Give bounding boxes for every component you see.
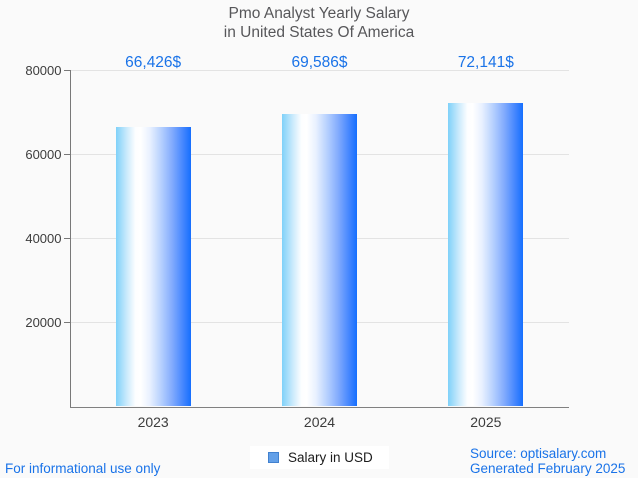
bar-2023[interactable] — [115, 127, 191, 407]
y-tick-20000 — [63, 322, 70, 324]
bar-2025[interactable] — [448, 103, 524, 407]
value-label-2025: 72,141$ — [457, 54, 514, 71]
legend-swatch-icon — [268, 452, 279, 463]
source-block: Source: optisalary.com Generated Februar… — [470, 446, 626, 476]
generated-text: Generated February 2025 — [470, 460, 626, 476]
y-axis-label-80000: 80000 — [25, 63, 62, 78]
source-text: Source: optisalary.com — [470, 446, 607, 461]
x-axis-label-2025: 2025 — [470, 414, 502, 430]
legend: Salary in USD — [250, 446, 389, 469]
chart-title-line-2: in United States Of America — [223, 24, 415, 41]
x-axis-label-2023: 2023 — [137, 414, 169, 430]
y-axis-label-40000: 40000 — [25, 231, 62, 247]
bar-2024[interactable] — [282, 113, 357, 407]
y-axis-label-20000: 20000 — [25, 315, 62, 331]
value-label-2024: 69,586$ — [291, 54, 348, 71]
y-tick-60000 — [63, 154, 70, 156]
y-axis-line — [70, 70, 71, 407]
disclaimer-text: For informational use only — [5, 461, 161, 476]
chart-title: Pmo Analyst Yearly Salary in United Stat… — [0, 4, 638, 42]
x-axis-label-2024: 2024 — [303, 414, 336, 430]
chart-title-line-1: Pmo Analyst Yearly Salary — [228, 5, 410, 22]
y-tick-80000 — [63, 70, 70, 71]
value-label-2023: 66,426$ — [125, 54, 182, 71]
gridline-80000 — [70, 70, 569, 71]
legend-label: Salary in USD — [288, 450, 373, 465]
x-axis-line — [70, 406, 569, 408]
y-tick-40000 — [63, 238, 70, 240]
y-axis-label-60000: 60000 — [25, 147, 62, 163]
